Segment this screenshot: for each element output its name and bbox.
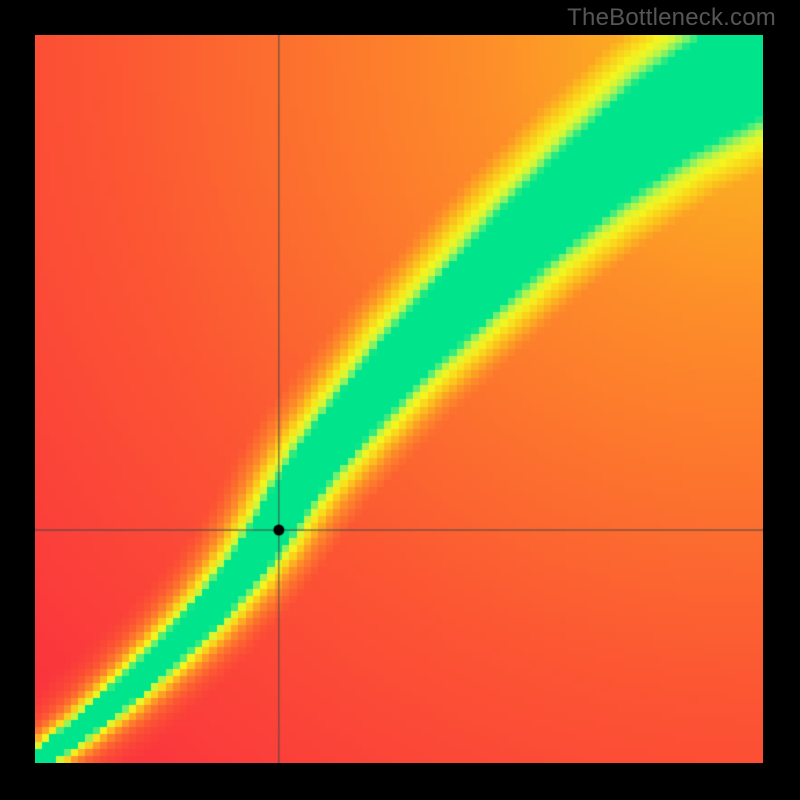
chart-frame: TheBottleneck.com — [0, 0, 800, 800]
watermark-text: TheBottleneck.com — [567, 4, 776, 32]
heatmap-canvas — [35, 35, 763, 763]
